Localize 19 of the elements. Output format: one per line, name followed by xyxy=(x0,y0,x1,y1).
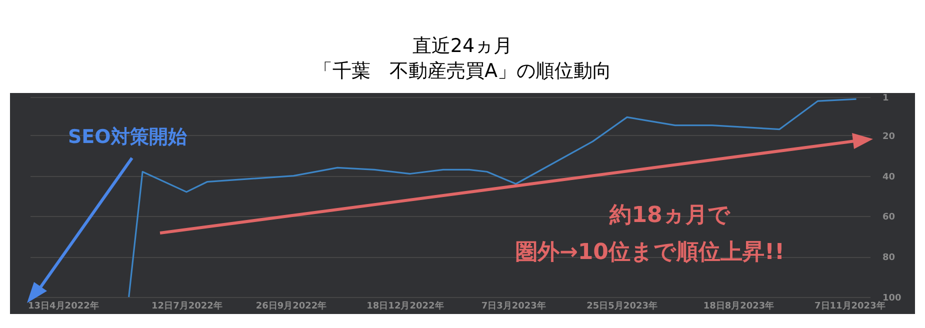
y-tick-label: 80 xyxy=(882,253,896,264)
x-tick-label: 25日5月2023年 xyxy=(586,300,658,312)
chart-title: 直近24ヵ月 xyxy=(411,34,514,59)
y-tick-label: 20 xyxy=(882,132,896,142)
x-tick-label: 12日7月2022年 xyxy=(152,300,222,312)
x-tick-label: 7日11月2023年 xyxy=(814,300,886,312)
y-tick-label: 60 xyxy=(882,212,896,223)
y-tick-label: 40 xyxy=(882,172,896,182)
annotation: 約18ヵ月で xyxy=(608,203,730,228)
x-tick-label: 18日8月2023年 xyxy=(703,300,774,312)
x-tick-label: 26日9月2022年 xyxy=(256,300,327,312)
annotation: 圏外→10位まで順位上昇!! xyxy=(515,240,785,265)
y-tick-label: 100 xyxy=(882,294,902,304)
x-tick-label: 13日4月2022年 xyxy=(28,300,99,312)
x-tick-label: 18日12月2022年 xyxy=(366,300,444,312)
x-tick-label: 7日3月2023年 xyxy=(481,300,546,312)
annotation: SEO対策開始 xyxy=(68,126,188,148)
y-tick-label: 1 xyxy=(882,94,889,104)
chart-subtitle: 「千葉 不動産売買A」の順位動向 xyxy=(312,59,612,84)
